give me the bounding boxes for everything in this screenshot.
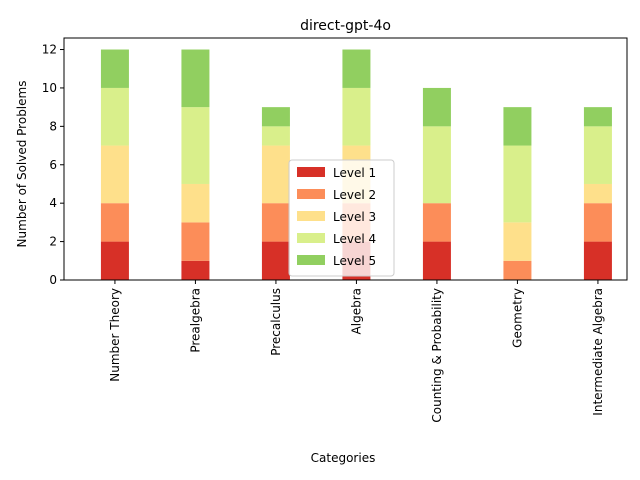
bar-segment-level-3-intermediate-algebra <box>583 183 612 204</box>
y-axis-title: Number of Solved Problems <box>15 81 29 248</box>
bar-segment-level-5-precalculus <box>261 107 290 127</box>
bar-segment-level-5-prealgebra <box>181 49 210 108</box>
x-tick-label: Number Theory <box>108 288 122 382</box>
x-tick-label: Precalculus <box>269 288 283 356</box>
y-tick-label: 2 <box>49 235 57 249</box>
bar-segment-level-4-prealgebra <box>181 107 210 184</box>
legend-label-level-1: Level 1 <box>333 166 376 180</box>
x-tick-label: Geometry <box>510 288 524 348</box>
legend-label-level-3: Level 3 <box>333 210 376 224</box>
x-tick-label: Prealgebra <box>188 288 202 353</box>
y-tick-label: 12 <box>42 43 57 57</box>
y-tick-label: 8 <box>49 119 57 133</box>
bar-segment-level-4-number-theory <box>100 87 129 146</box>
bar-segment-level-2-number-theory <box>100 203 129 242</box>
x-tick-label: Intermediate Algebra <box>591 288 605 416</box>
legend-label-level-5: Level 5 <box>333 254 376 268</box>
legend-swatch-level-2 <box>297 189 325 199</box>
legend: Level 1 Level 2 Level 3 Level 4 Level 5 <box>288 159 395 277</box>
bar-segment-level-1-prealgebra <box>181 260 210 280</box>
y-tick-label: 6 <box>49 158 57 172</box>
bar-segment-level-3-number-theory <box>100 145 129 204</box>
axes-group: 0 2 4 6 8 10 12 Number Theory Prealgebra Precalcu… <box>42 37 628 423</box>
bars-group <box>100 49 612 280</box>
bar-segment-level-2-prealgebra <box>181 222 210 261</box>
bar-segment-level-5-algebra <box>342 49 371 88</box>
bar-segment-level-3-prealgebra <box>181 183 210 223</box>
x-axis-title: Categories <box>311 451 376 465</box>
bar-segment-level-4-geometry <box>503 145 532 223</box>
legend-swatch-level-4 <box>297 233 325 243</box>
bar-segment-level-4-counting-probability <box>422 126 451 204</box>
bar-segment-level-4-intermediate-algebra <box>583 126 612 184</box>
bar-segment-level-1-intermediate-algebra <box>583 241 612 280</box>
bar-segment-level-5-counting-probability <box>422 87 451 127</box>
legend-swatch-level-3 <box>297 211 325 221</box>
bar-segment-level-2-intermediate-algebra <box>583 203 612 242</box>
chart-title: direct-gpt-4o <box>300 18 391 34</box>
bar-segment-level-5-number-theory <box>100 49 129 88</box>
bar-segment-level-1-counting-probability <box>422 241 451 280</box>
bar-segment-level-4-algebra <box>342 87 371 146</box>
y-tick-label: 0 <box>49 273 57 287</box>
bar-segment-level-1-precalculus <box>261 241 290 280</box>
bar-segment-level-1-number-theory <box>100 241 129 280</box>
bar-segment-level-2-counting-probability <box>422 203 451 242</box>
bar-segment-level-5-geometry <box>503 107 532 146</box>
legend-label-level-4: Level 4 <box>333 232 376 246</box>
x-tick-label: Algebra <box>349 288 363 334</box>
y-tick-label: 10 <box>42 81 57 95</box>
bar-segment-level-2-geometry <box>503 260 532 280</box>
bar-segment-level-3-geometry <box>503 222 532 261</box>
x-tick-label: Counting & Probability <box>430 288 444 423</box>
legend-swatch-level-1 <box>297 167 325 177</box>
legend-swatch-level-5 <box>297 255 325 265</box>
bar-segment-level-4-precalculus <box>261 126 290 146</box>
bar-segment-level-2-precalculus <box>261 203 290 242</box>
bar-segment-level-3-precalculus <box>261 145 290 204</box>
y-tick-label: 4 <box>49 196 57 210</box>
bar-segment-level-5-intermediate-algebra <box>583 107 612 127</box>
plot-frame <box>63 37 628 281</box>
legend-label-level-2: Level 2 <box>333 188 376 202</box>
